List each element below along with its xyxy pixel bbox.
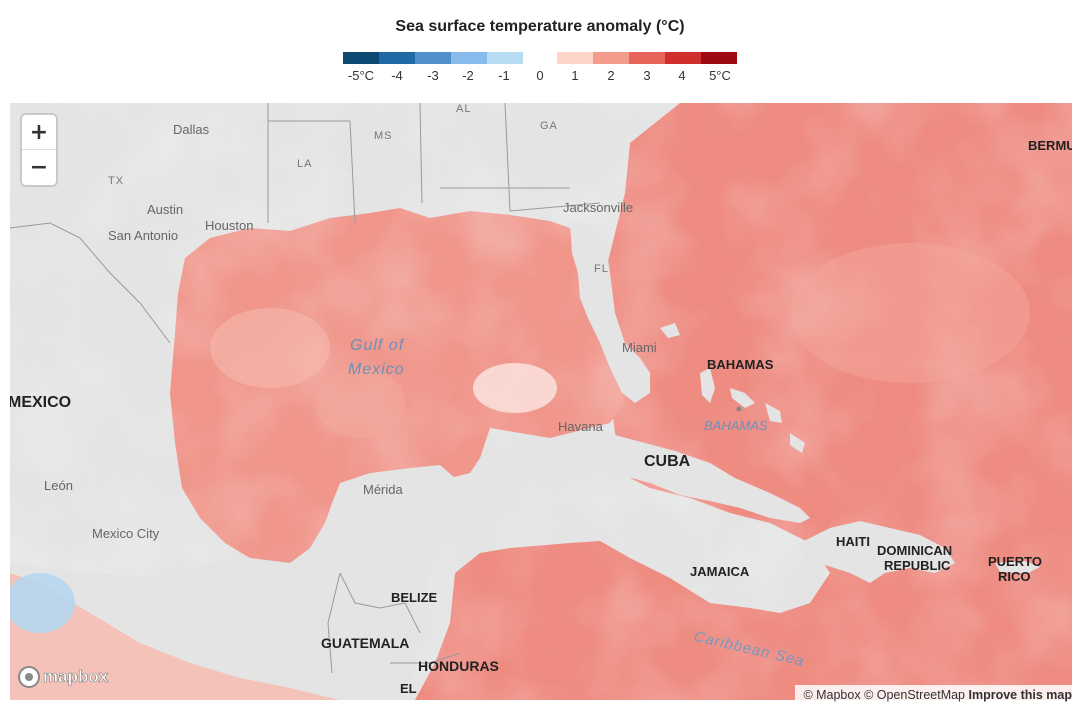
label-merida: Mérida <box>363 482 403 497</box>
label-cuba: CUBA <box>644 453 691 470</box>
legend-swatch <box>665 52 701 64</box>
warm-patch <box>210 308 330 388</box>
map-attribution: © Mapbox © OpenStreetMap Improve this ma… <box>795 685 1080 705</box>
pacific-ocean-anomaly <box>10 573 340 700</box>
label-havana: Havana <box>558 419 603 434</box>
label-el-salvador: EL <box>400 681 417 696</box>
color-legend: -5°C -4 -3 -2 -1 0 1 2 3 4 5°C <box>343 52 738 92</box>
legend-label: 2 <box>607 68 615 83</box>
florida-land <box>570 223 650 403</box>
map-title: Sea surface temperature anomaly (°C) <box>395 18 685 35</box>
legend-label: -2 <box>462 68 474 83</box>
legend-swatch <box>343 52 379 64</box>
cuba-land <box>525 435 810 523</box>
label-honduras: HONDURAS <box>418 658 499 674</box>
label-guatemala: GUATEMALA <box>321 635 410 651</box>
label-miami: Miami <box>622 340 657 355</box>
label-mexico-city: Mexico City <box>92 526 160 541</box>
label-puerto: PUERTO <box>988 554 1042 569</box>
legend-swatch <box>415 52 451 64</box>
label-haiti: HAITI <box>836 534 870 549</box>
legend-swatch <box>593 52 629 64</box>
legend-label: 4 <box>678 68 686 83</box>
borders <box>10 103 601 674</box>
label-houston: Houston <box>205 218 254 233</box>
warm-patch <box>315 368 405 438</box>
label-bermuda: BERMU <box>1028 138 1072 153</box>
attribution-mapbox-link[interactable]: © Mapbox <box>803 688 861 702</box>
label-dominican: DOMINICAN <box>877 543 953 558</box>
zoom-control: + − <box>22 115 56 185</box>
label-san-antonio: San Antonio <box>108 228 179 243</box>
legend-label: 5°C <box>709 68 731 83</box>
warm-patch <box>473 363 557 413</box>
label-leon: León <box>44 478 73 493</box>
legend-label: -3 <box>427 68 439 83</box>
mapbox-logo-text: mapbox <box>43 667 109 687</box>
label-bahamas-water: BAHAMAS <box>704 418 768 433</box>
label-tx: TX <box>108 175 125 187</box>
label-austin: Austin <box>147 202 184 217</box>
label-fl: FL <box>594 263 609 275</box>
legend-swatch <box>629 52 665 64</box>
label-ga: GA <box>540 120 558 132</box>
legend-label: 1 <box>571 68 579 83</box>
improve-map-link[interactable]: Improve this map <box>968 688 1073 702</box>
label-mexico: MEXICO <box>10 394 72 411</box>
legend-label: 0 <box>536 68 544 83</box>
nassau-dot <box>736 406 742 412</box>
map-layers <box>10 103 1072 700</box>
legend-swatch <box>451 52 487 64</box>
label-la: LA <box>297 158 313 170</box>
legend-label: -5°C <box>347 68 375 83</box>
label-jacksonville: Jacksonville <box>563 200 634 215</box>
jamaica-land <box>690 568 748 585</box>
label-al: AL <box>456 103 472 115</box>
label-republic: REPUBLIC <box>884 558 951 573</box>
legend-swatch <box>487 52 523 64</box>
warm-patch <box>790 243 1030 383</box>
legend-swatch <box>701 52 737 64</box>
zoom-out-button[interactable]: − <box>22 150 56 185</box>
label-gulf-of: Gulf of <box>350 337 405 354</box>
legend-swatch <box>379 52 415 64</box>
zoom-in-button[interactable]: + <box>22 115 56 150</box>
legend-label: 3 <box>643 68 651 83</box>
mapbox-logo-icon <box>18 666 40 688</box>
bahamas-islands <box>660 323 805 453</box>
label-belize: BELIZE <box>391 590 438 605</box>
puerto-rico-land <box>995 561 1040 573</box>
attribution-osm-link[interactable]: © OpenStreetMap <box>864 688 966 702</box>
legend-label: -1 <box>498 68 510 83</box>
cool-patch <box>10 573 75 633</box>
mapbox-logo[interactable]: mapbox <box>18 666 108 688</box>
label-jamaica: JAMAICA <box>690 564 750 579</box>
label-bahamas: BAHAMAS <box>707 357 774 372</box>
legend-swatch <box>557 52 593 64</box>
label-dallas: Dallas <box>173 122 210 137</box>
hispaniola-land <box>800 521 955 583</box>
label-rico: RICO <box>998 569 1031 584</box>
map-canvas[interactable]: + − Dallas TX Austin San Antonio Houston… <box>10 103 1072 700</box>
label-ms: MS <box>374 130 393 142</box>
label-gulf-mexico: Mexico <box>348 361 405 378</box>
legend-label: -4 <box>391 68 403 83</box>
